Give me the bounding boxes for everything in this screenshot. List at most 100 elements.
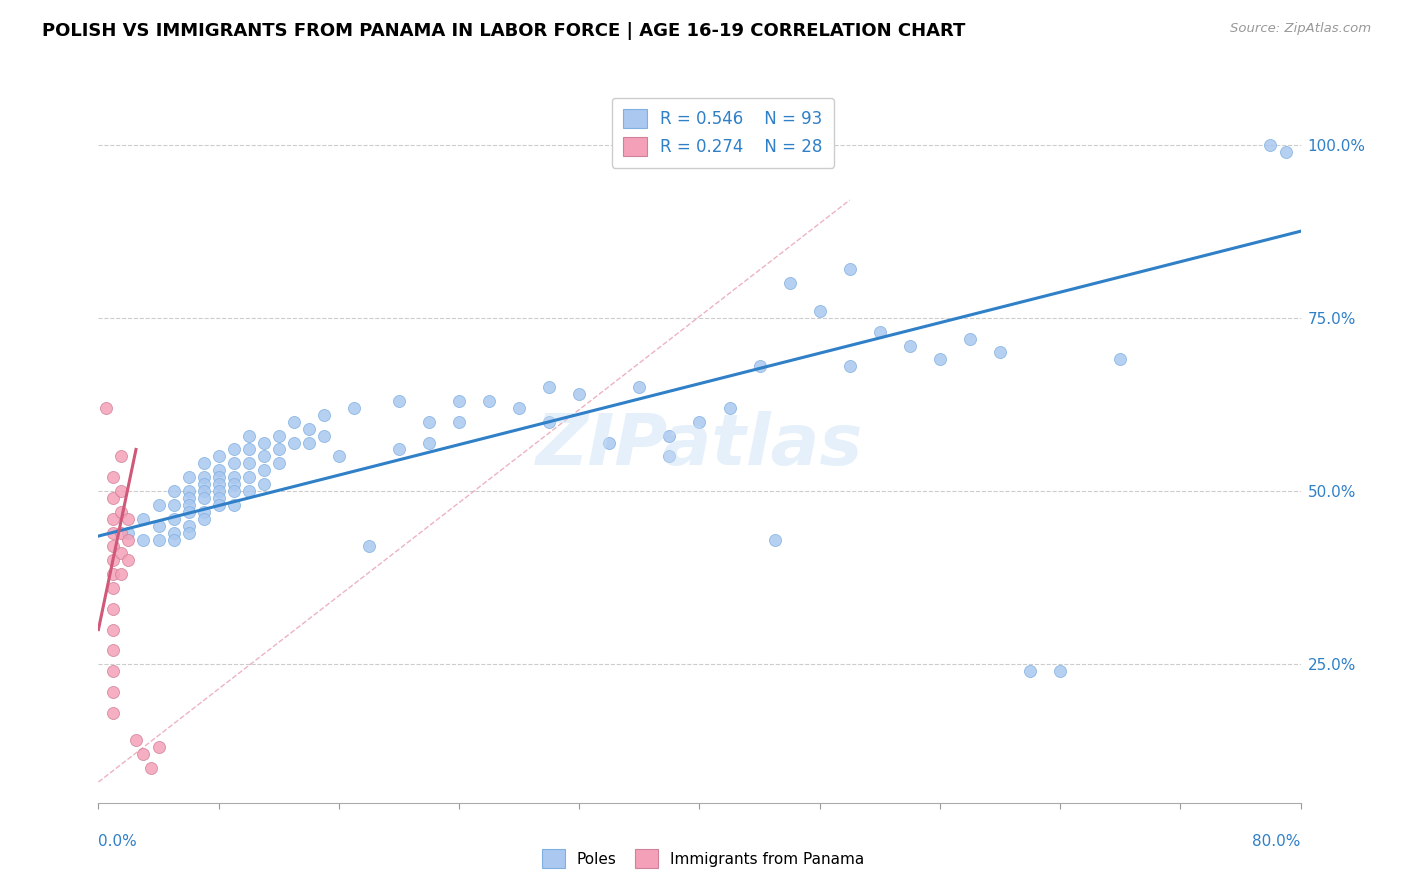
Text: Source: ZipAtlas.com: Source: ZipAtlas.com [1230, 22, 1371, 36]
Point [103, 491, 125, 505]
Point [238, 483, 260, 498]
Point [103, 706, 125, 720]
Point [193, 505, 215, 519]
Point [1260, 137, 1282, 152]
Point [312, 408, 335, 422]
Point [238, 456, 260, 470]
Point [869, 325, 891, 339]
Text: 80.0%: 80.0% [1253, 834, 1301, 849]
Point [103, 512, 125, 526]
Point [162, 512, 184, 526]
Point [208, 491, 231, 505]
Point [177, 505, 200, 519]
Point [132, 512, 155, 526]
Point [148, 518, 170, 533]
Point [538, 380, 561, 394]
Point [177, 518, 200, 533]
Point [103, 553, 125, 567]
Point [748, 359, 770, 374]
Point [478, 394, 501, 409]
Point [238, 442, 260, 457]
Point [253, 435, 276, 450]
Point [959, 332, 981, 346]
Point [808, 304, 831, 318]
Point [763, 533, 786, 547]
Point [208, 477, 231, 491]
Point [193, 512, 215, 526]
Point [343, 401, 366, 415]
Point [132, 747, 155, 762]
Point [1019, 664, 1042, 678]
Point [508, 401, 530, 415]
Point [988, 345, 1011, 359]
Point [222, 442, 245, 457]
Point [222, 498, 245, 512]
Point [125, 733, 148, 747]
Point [208, 483, 231, 498]
Point [132, 533, 155, 547]
Point [110, 505, 132, 519]
Point [103, 685, 125, 699]
Point [898, 338, 921, 352]
Point [139, 761, 162, 775]
Point [658, 428, 681, 442]
Point [238, 428, 260, 442]
Point [388, 394, 411, 409]
Point [568, 387, 591, 401]
Point [162, 483, 184, 498]
Point [328, 450, 350, 464]
Point [148, 498, 170, 512]
Point [177, 491, 200, 505]
Point [177, 525, 200, 540]
Point [103, 525, 125, 540]
Point [222, 477, 245, 491]
Point [447, 394, 470, 409]
Point [838, 262, 860, 277]
Point [208, 498, 231, 512]
Text: 0.0%: 0.0% [98, 834, 138, 849]
Point [94, 401, 117, 415]
Point [357, 540, 380, 554]
Point [222, 483, 245, 498]
Point [253, 450, 276, 464]
Point [283, 435, 305, 450]
Point [117, 533, 139, 547]
Point [103, 602, 125, 616]
Point [447, 415, 470, 429]
Point [177, 483, 200, 498]
Point [193, 470, 215, 484]
Legend: R = 0.546    N = 93, R = 0.274    N = 28: R = 0.546 N = 93, R = 0.274 N = 28 [612, 97, 834, 168]
Point [117, 512, 139, 526]
Point [162, 525, 184, 540]
Point [103, 470, 125, 484]
Point [388, 442, 411, 457]
Point [103, 567, 125, 582]
Text: ZIPatlas: ZIPatlas [536, 411, 863, 481]
Point [208, 463, 231, 477]
Point [779, 276, 801, 290]
Point [283, 415, 305, 429]
Point [208, 470, 231, 484]
Point [1049, 664, 1071, 678]
Point [103, 664, 125, 678]
Point [222, 470, 245, 484]
Point [110, 483, 132, 498]
Point [193, 483, 215, 498]
Point [222, 456, 245, 470]
Point [929, 352, 952, 367]
Point [110, 525, 132, 540]
Point [162, 533, 184, 547]
Point [298, 422, 321, 436]
Point [598, 435, 620, 450]
Point [193, 456, 215, 470]
Point [298, 435, 321, 450]
Point [177, 470, 200, 484]
Point [718, 401, 741, 415]
Point [238, 470, 260, 484]
Text: POLISH VS IMMIGRANTS FROM PANAMA IN LABOR FORCE | AGE 16-19 CORRELATION CHART: POLISH VS IMMIGRANTS FROM PANAMA IN LABO… [42, 22, 966, 40]
Point [177, 498, 200, 512]
Point [658, 450, 681, 464]
Legend: Poles, Immigrants from Panama: Poles, Immigrants from Panama [534, 841, 872, 875]
Point [117, 525, 139, 540]
Point [418, 435, 440, 450]
